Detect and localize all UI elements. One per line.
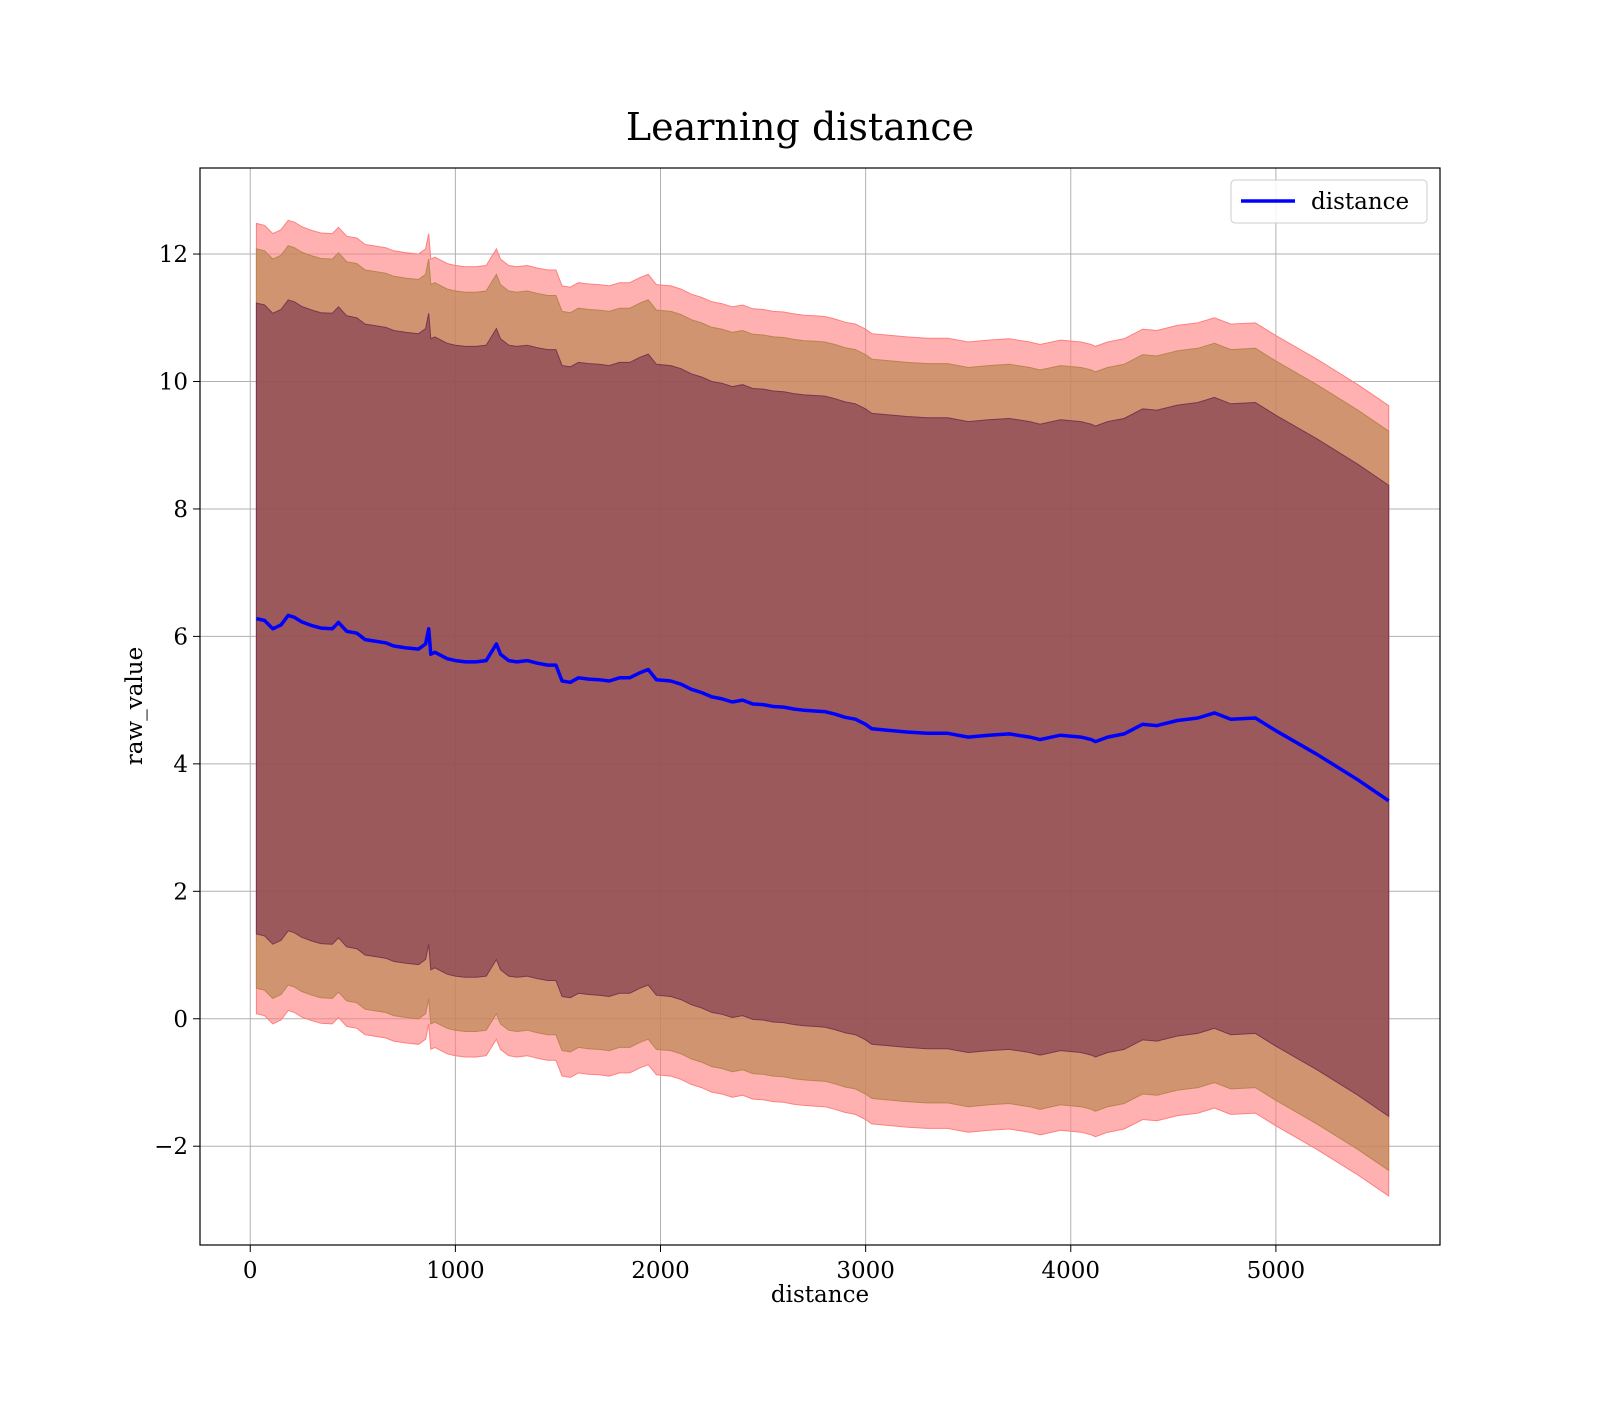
x-tick-label: 2000	[631, 1258, 690, 1284]
y-tick-label: 12	[159, 242, 188, 268]
line-layer	[256, 613, 1390, 803]
x-tick-label: 3000	[836, 1258, 895, 1284]
y-axis-label: raw_value	[122, 647, 148, 765]
y-tick-label: 8	[173, 497, 188, 523]
y-tick-label: −2	[154, 1134, 188, 1160]
chart-title: Learning distance	[626, 105, 974, 149]
x-tick-label: 5000	[1247, 1258, 1306, 1284]
x-axis-label: distance	[771, 1282, 869, 1308]
y-axis-ticks: −2 0 2 4 6 8 10 12	[154, 242, 200, 1160]
y-tick-label: 4	[173, 752, 188, 778]
legend-box	[1230, 179, 1428, 224]
y-tick-label: 10	[159, 369, 188, 395]
x-tick-label: 1000	[426, 1258, 485, 1284]
y-tick-label: 6	[173, 624, 188, 650]
x-tick-label: 0	[243, 1258, 258, 1284]
band-inner	[255, 299, 1390, 1118]
y-tick-label: 0	[173, 1007, 188, 1033]
legend-label-distance: distance	[1311, 189, 1409, 215]
series-line-distance	[256, 613, 1390, 803]
y-tick-label: 2	[173, 879, 188, 905]
legend: distance	[1230, 179, 1428, 224]
plot-frame	[199, 167, 1441, 1246]
x-axis-ticks: 0 1000 2000 3000 4000 5000	[243, 1245, 1305, 1284]
x-tick-label: 4000	[1041, 1258, 1100, 1284]
band-layer	[255, 219, 1390, 1197]
